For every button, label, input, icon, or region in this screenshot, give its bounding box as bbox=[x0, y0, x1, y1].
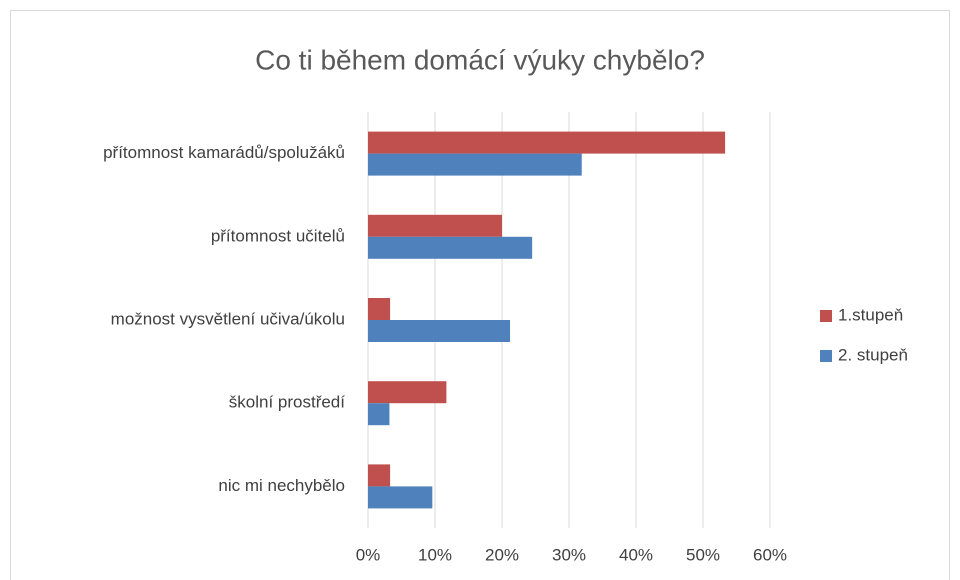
bar bbox=[368, 381, 447, 404]
legend-label: 1.stupeň bbox=[838, 305, 903, 324]
legend-label: 2. stupeň bbox=[838, 345, 908, 364]
bar bbox=[368, 320, 511, 342]
bar bbox=[368, 486, 433, 509]
legend-swatch bbox=[820, 310, 832, 322]
bar bbox=[368, 236, 533, 259]
legend-swatch bbox=[820, 350, 832, 362]
x-tick-label: 10% bbox=[418, 545, 452, 564]
y-tick-label: přítomnost učitelů bbox=[211, 226, 345, 245]
bar bbox=[368, 153, 582, 176]
y-tick-label: přítomnost kamarádů/spolužáků bbox=[103, 143, 345, 162]
bar bbox=[368, 403, 390, 426]
x-tick-label: 60% bbox=[753, 545, 787, 564]
bar bbox=[368, 464, 391, 487]
bar bbox=[368, 298, 391, 320]
chart-title: Co ti během domácí výuky chybělo? bbox=[255, 44, 705, 75]
x-tick-label: 40% bbox=[619, 545, 653, 564]
chart-frame bbox=[10, 10, 950, 580]
x-tick-label: 30% bbox=[552, 545, 586, 564]
y-tick-label: školní prostředí bbox=[229, 393, 345, 412]
x-tick-label: 20% bbox=[485, 545, 519, 564]
x-tick-label: 50% bbox=[686, 545, 720, 564]
x-tick-label: 0% bbox=[356, 545, 381, 564]
bar bbox=[368, 131, 726, 154]
y-tick-label: možnost vysvětlení učiva/úkolu bbox=[111, 309, 345, 328]
y-tick-label: nic mi nechybělo bbox=[218, 476, 345, 495]
bar bbox=[368, 214, 502, 237]
